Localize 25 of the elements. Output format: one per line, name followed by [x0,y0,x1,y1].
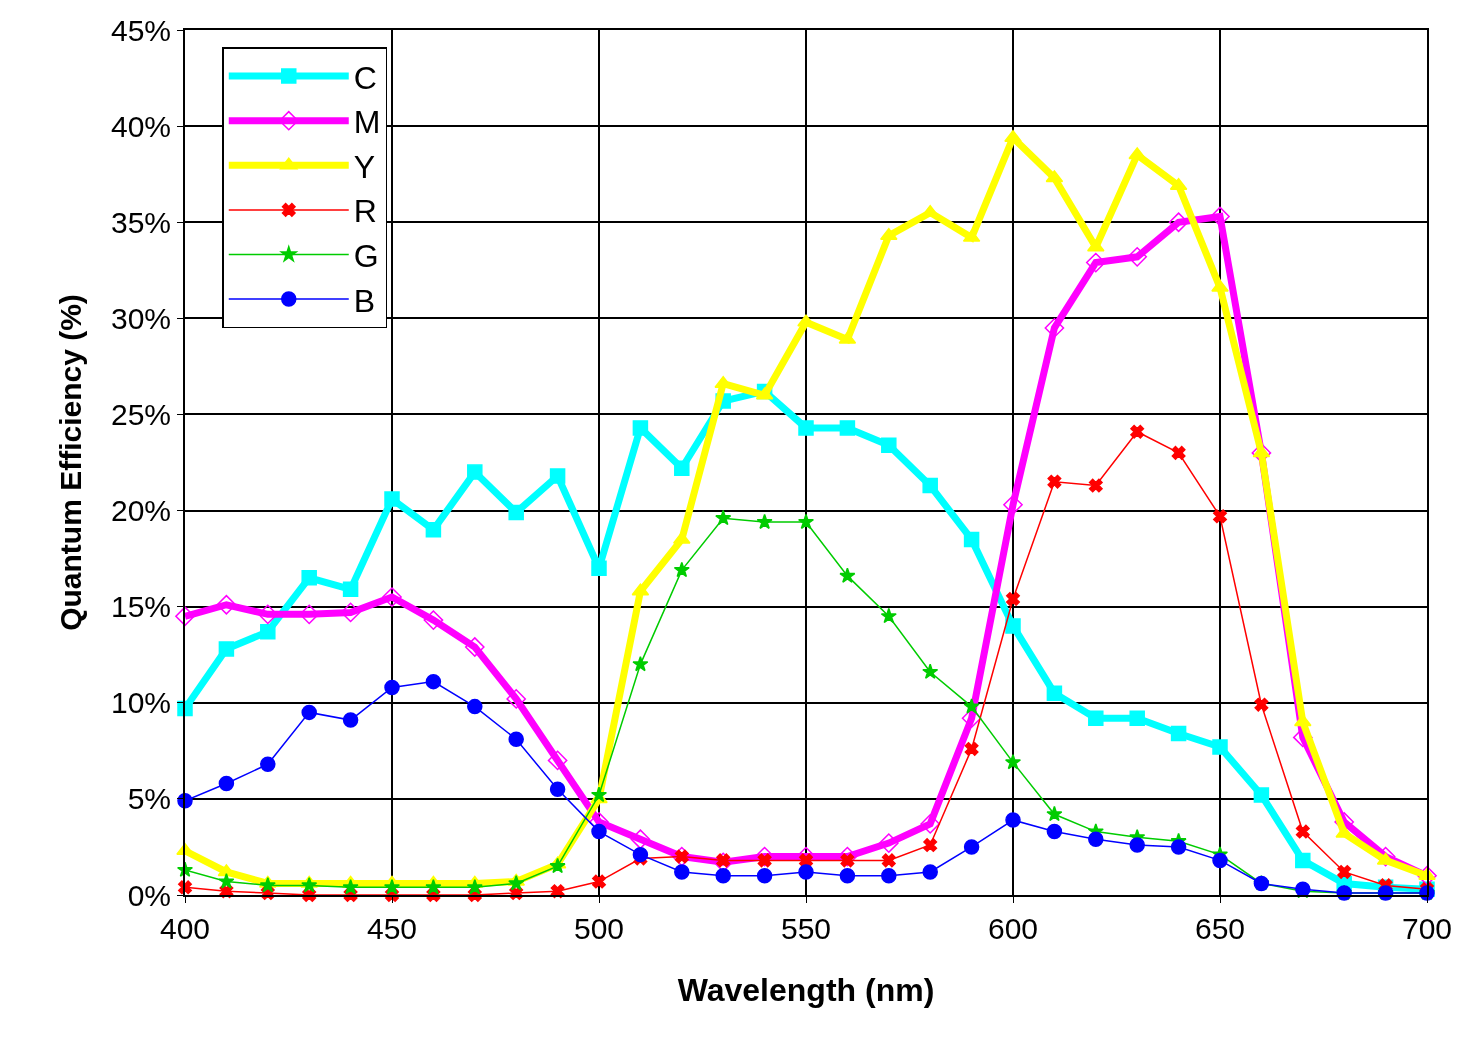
legend-label: C [353,59,377,96]
legend-label: B [353,282,376,319]
x-axis-title: Wavelength (nm) [677,972,935,1009]
x-tick-label: 600 [987,912,1039,945]
legend-label: M [353,104,381,141]
y-tick-label: 0% [127,878,171,912]
x-tick-label: 550 [780,912,832,945]
y-tick-label: 45% [110,13,171,47]
x-tick-label: 450 [366,912,418,945]
x-tick-label: 500 [573,912,625,945]
y-tick-label: 25% [110,397,171,431]
y-axis-title: Quantum Efficiency (%) [54,294,88,631]
y-tick-label: 15% [110,590,171,624]
x-tick-label: 650 [1194,912,1246,945]
x-tick-label: 700 [1401,912,1453,945]
legend-label: G [353,237,379,274]
legend-label: Y [353,148,376,185]
y-tick-label: 30% [110,301,171,335]
legend-label: R [353,193,377,230]
y-tick-label: 5% [127,782,171,816]
y-tick-label: 40% [110,109,171,143]
y-tick-label: 20% [110,494,171,528]
y-tick-label: 35% [110,205,171,239]
x-tick-label: 400 [159,912,211,945]
y-tick-label: 10% [110,686,171,720]
